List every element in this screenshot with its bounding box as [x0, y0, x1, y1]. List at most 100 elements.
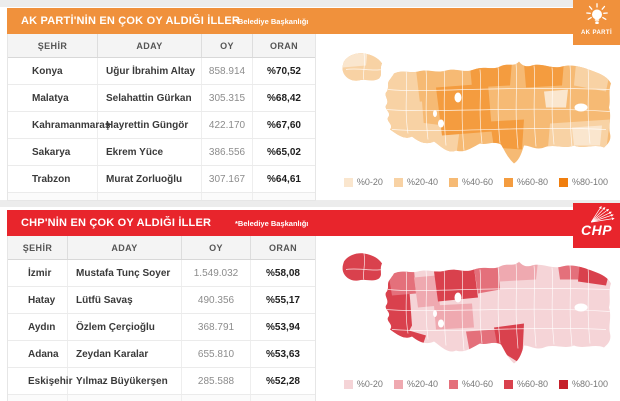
legend-item: %80-100: [559, 379, 608, 389]
lake-tuz: [454, 292, 462, 303]
candidate-cell: Mustafa Tunç Soyer: [68, 260, 182, 286]
votes-cell: 858.914: [202, 58, 253, 84]
candidate-cell: Murat Zorluoğlu: [98, 166, 202, 192]
city-cell: Sakarya: [8, 139, 98, 165]
rate-cell: %67,60: [267, 119, 301, 131]
table-footer-strip: [8, 395, 315, 401]
legend-item: %20-40: [393, 177, 438, 187]
legend-swatch: [448, 177, 458, 187]
table-row: Sakarya Ekrem Yüce 386.556 %65,02: [8, 139, 315, 166]
chp-section-title: CHP'NİN EN ÇOK OY ALDIĞI İLLER: [21, 217, 212, 229]
lake-beysehir: [438, 119, 444, 128]
city-cell: Trabzon: [8, 166, 98, 192]
lake-tuz: [454, 92, 462, 103]
rate-cell: %70,52: [267, 65, 301, 77]
legend-swatch: [504, 379, 513, 389]
candidate-cell: Selahattin Gürkan: [98, 85, 202, 111]
candidate-cell: Hayrettin Güngör: [98, 112, 202, 138]
chp-col-header-rate: ORAN: [268, 242, 298, 253]
province-borders: [345, 53, 611, 151]
table-row: Aydın Özlem Çerçioğlu 368.791 %53,94: [8, 314, 315, 341]
rate-cell: %65,02: [267, 146, 301, 158]
city-cell: Hatay: [8, 287, 68, 313]
votes-cell: 368.791: [182, 314, 251, 340]
chp-col-header-city: ŞEHİR: [8, 236, 68, 259]
chp-table-header-row: ŞEHİR ADAY OY ORAN: [8, 236, 315, 260]
turkey-choropleth-chp: [342, 253, 611, 364]
legend-item: %20-40: [393, 379, 438, 389]
chp-results-table: ŞEHİR ADAY OY ORAN İzmir Mustafa Tunç So…: [7, 236, 316, 401]
votes-cell: 490.356: [182, 287, 251, 313]
votes-cell: 1.549.032: [182, 260, 251, 286]
city-cell: Malatya: [8, 85, 98, 111]
akp-results-table: ŞEHİR ADAY OY ORAN Konya Uğur İbrahim Al…: [7, 34, 316, 201]
lake-van: [574, 103, 588, 112]
legend-item: %40-60: [448, 379, 493, 389]
votes-cell: 422.170: [202, 112, 253, 138]
city-cell: Konya: [8, 58, 98, 84]
chp-col-header-candidate: ADAY: [68, 236, 182, 259]
legend-item: %60-80: [504, 379, 548, 389]
akp-col-header-candidate: ADAY: [98, 34, 202, 57]
table-row: Eskişehir Yılmaz Büyükerşen 285.588 %52,…: [8, 368, 315, 395]
legend-swatch: [343, 379, 353, 389]
lake-beysehir: [438, 319, 444, 328]
candidate-cell: Uğur İbrahim Altay: [98, 58, 202, 84]
legend-swatch: [393, 177, 403, 187]
votes-cell: 655.810: [182, 341, 251, 367]
table-footer-strip: [8, 193, 315, 200]
chp-logo-label: CHP: [580, 222, 613, 238]
rate-cell: %53,63: [266, 348, 300, 360]
candidate-cell: Zeydan Karalar: [68, 341, 182, 367]
chp-footnote: *Belediye Başkanlığı: [235, 218, 309, 228]
table-row: İzmir Mustafa Tunç Soyer 1.549.032 %58,0…: [8, 260, 315, 287]
city-cell: Eskişehir: [8, 368, 72, 394]
legend-item: %40-60: [448, 177, 493, 187]
table-row: Kahramanmaraş Hayrettin Güngör 422.170 %…: [8, 112, 315, 139]
rate-cell: %58,08: [266, 267, 300, 279]
rate-cell: %68,42: [267, 92, 301, 104]
rate-cell: %53,94: [266, 321, 300, 333]
lake-egirdir: [433, 110, 437, 117]
legend-swatch: [559, 177, 569, 187]
legend-item: %0-20: [343, 177, 383, 187]
table-row: Hatay Lütfü Savaş 490.356 %55,17: [8, 287, 315, 314]
legend-item: %80-100: [559, 177, 608, 187]
rate-cell: %64,61: [267, 173, 301, 185]
akp-section-title: AK PARTİ'NİN EN ÇOK OY ALDIĞI İLLER: [21, 15, 241, 27]
legend-swatch: [448, 379, 458, 389]
lightbulb-icon: [585, 3, 608, 24]
akp-header-band: AK PARTİ'NİN EN ÇOK OY ALDIĞI İLLER *Bel…: [7, 8, 620, 34]
rate-cell: %55,17: [266, 294, 300, 306]
votes-cell: 307.167: [202, 166, 253, 192]
rate-cell: %52,28: [266, 375, 300, 387]
akp-map-legend: %0-20 %20-40 %40-60 %60-80 %80-100: [338, 177, 614, 187]
legend-swatch: [504, 177, 513, 187]
akp-col-header-rate: ORAN: [269, 40, 299, 51]
turkey-choropleth-akp: [342, 53, 611, 164]
akp-turkey-map: [338, 46, 614, 166]
akp-logo-label: AK PARTİ: [580, 30, 613, 36]
akp-party-logo: AK PARTİ: [573, 0, 620, 45]
legend-swatch: [393, 379, 403, 389]
akp-col-header-city: ŞEHİR: [8, 34, 98, 57]
city-cell: Aydın: [8, 314, 68, 340]
city-cell: Kahramanmaraş: [8, 112, 110, 138]
lake-van: [574, 303, 588, 312]
section-divider-strip: [0, 200, 620, 207]
lake-egirdir: [433, 310, 437, 317]
table-row: Konya Uğur İbrahim Altay 858.914 %70,52: [8, 58, 315, 85]
legend-swatch: [343, 177, 353, 187]
votes-cell: 285.588: [182, 368, 251, 394]
candidate-cell: Lütfü Savaş: [68, 287, 182, 313]
votes-cell: 386.556: [202, 139, 253, 165]
legend-item: %0-20: [343, 379, 383, 389]
akp-col-header-votes: OY: [202, 34, 253, 57]
candidate-cell: Ekrem Yüce: [98, 139, 202, 165]
legend-swatch: [559, 379, 569, 389]
chp-turkey-map: [338, 246, 614, 366]
table-row: Adana Zeydan Karalar 655.810 %53,63: [8, 341, 315, 368]
table-row: Trabzon Murat Zorluoğlu 307.167 %64,61: [8, 166, 315, 193]
chp-map-legend: %0-20 %20-40 %40-60 %60-80 %80-100: [338, 379, 614, 389]
